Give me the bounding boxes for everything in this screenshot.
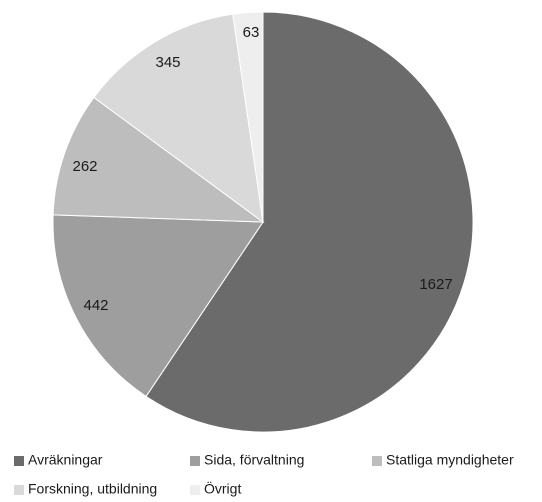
legend-swatch-ovrigt (190, 485, 200, 495)
legend-item-avrakningar: Avräkningar (14, 452, 103, 468)
data-label-avrakningar: 1627 (419, 276, 452, 293)
legend: Avräkningar Sida, förvaltning Statliga myn… (14, 452, 514, 497)
legend-swatch-sida-forvaltning (190, 456, 200, 466)
legend-item-ovrigt: Övrigt (190, 480, 241, 497)
data-label-statliga-myndigheter: 262 (72, 158, 97, 175)
data-label-forskning-utbildning: 345 (155, 54, 180, 71)
legend-label-forskning-utbildning: Forskning, utbildning (28, 481, 157, 497)
data-label-sida-forvaltning: 442 (83, 297, 108, 314)
pie-slice-sida-forvaltning (52, 214, 264, 398)
legend-item-sida-forvaltning: Sida, förvaltning (190, 452, 304, 468)
pie-slices (52, 11, 474, 433)
legend-item-forskning-utbildning: Forskning, utbildning (14, 481, 157, 497)
pie-data-labels: 1627 442 262 345 63 (72, 24, 452, 314)
legend-item-statliga-myndigheter: Statliga myndigheter (372, 452, 514, 468)
legend-swatch-statliga-myndigheter (372, 456, 382, 466)
pie-slice-ovrigt (232, 11, 264, 223)
pie-slice-statliga-myndigheter (52, 96, 265, 223)
pie-slice-avrakningar (145, 11, 474, 433)
legend-label-ovrigt: Övrigt (204, 480, 241, 497)
legend-label-sida-forvaltning: Sida, förvaltning (204, 452, 304, 468)
legend-label-statliga-myndigheter: Statliga myndigheter (386, 452, 514, 468)
data-label-ovrigt: 63 (243, 24, 260, 41)
pie-slice-forskning-utbildning (93, 13, 264, 224)
legend-label-avrakningar: Avräkningar (28, 452, 103, 468)
legend-swatch-forskning-utbildning (14, 485, 24, 495)
legend-swatch-avrakningar (14, 456, 24, 466)
